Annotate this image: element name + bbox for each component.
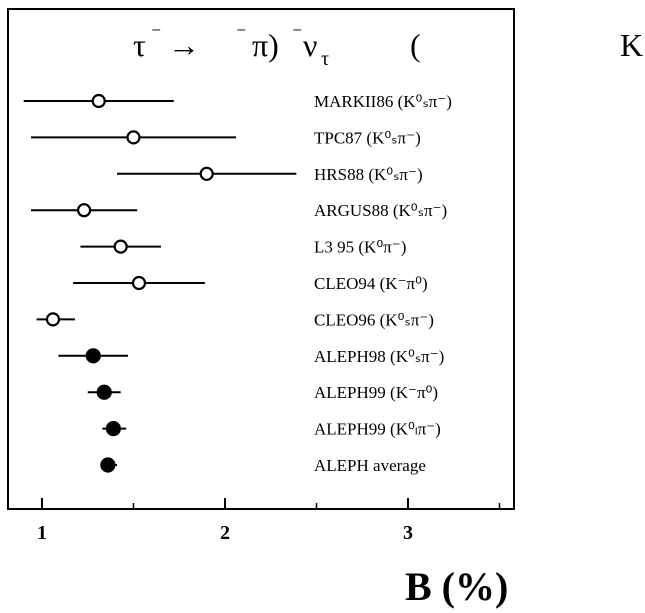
entry-label: ARGUS88 (K⁰ₛπ⁻)	[314, 201, 447, 220]
entry-label: ALEPH99 (K⁻π⁰)	[314, 383, 438, 402]
title-k: K	[620, 27, 643, 63]
entry-label: ALEPH99 (K⁰ₗπ⁻)	[314, 420, 441, 439]
title-open-paren: (	[410, 27, 421, 63]
title-nu-subscript: τ	[321, 48, 329, 70]
filled-point	[100, 457, 116, 473]
filled-point	[105, 421, 121, 437]
x-axis-ticks: 1 2 3	[37, 498, 501, 544]
open-point	[76, 203, 92, 218]
title-minus-superscript: ⁻	[236, 23, 247, 45]
open-point	[45, 312, 61, 327]
entry-label: TPC87 (K⁰ₛπ⁻)	[314, 128, 421, 147]
title-arrow: →	[168, 27, 200, 63]
open-point	[91, 93, 106, 109]
entry-label: CLEO94 (K⁻π⁰)	[314, 274, 428, 293]
open-point	[131, 275, 147, 291]
title-nu: ν	[303, 27, 317, 63]
entry-labels: MARKII86 (K⁰ₛπ⁻) TPC87 (K⁰ₛπ⁻) HRS88 (K⁰ₛπ…	[314, 92, 452, 475]
chart-title: τ ⁻ → ⁻ π) ⁻ ν τ ( K	[133, 23, 643, 70]
entry-label: ALEPH98 (K⁰ₛπ⁻)	[314, 347, 444, 366]
x-axis-label: B (%)	[405, 564, 508, 609]
entry-label: ALEPH average	[314, 456, 426, 475]
title-tau-superscript: ⁻	[151, 23, 162, 45]
title-pi-superscript: ⁻	[292, 23, 303, 45]
plot-frame	[7, 8, 515, 510]
data-marks	[23, 93, 297, 473]
open-point	[113, 239, 128, 254]
title-tau: τ	[133, 27, 146, 63]
filled-point	[85, 348, 101, 364]
x-tick-label: 2	[220, 522, 230, 544]
open-point	[126, 130, 141, 145]
entry-label: MARKII86 (K⁰ₛπ⁻)	[314, 92, 452, 111]
entry-label: HRS88 (K⁰ₛπ⁻)	[314, 165, 423, 184]
entry-label: CLEO96 (K⁰ₛπ⁻)	[314, 310, 434, 329]
entry-label: L3 95 (K⁰π⁻)	[314, 238, 406, 257]
filled-point	[96, 384, 112, 400]
x-tick-label: 3	[403, 522, 413, 544]
title-pi: π)	[252, 27, 279, 63]
x-tick-label: 1	[37, 522, 47, 544]
open-point	[199, 166, 214, 181]
